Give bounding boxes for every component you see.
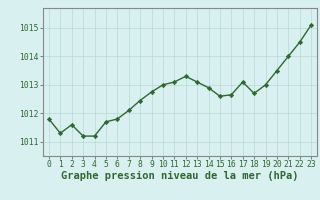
X-axis label: Graphe pression niveau de la mer (hPa): Graphe pression niveau de la mer (hPa) bbox=[61, 171, 299, 181]
